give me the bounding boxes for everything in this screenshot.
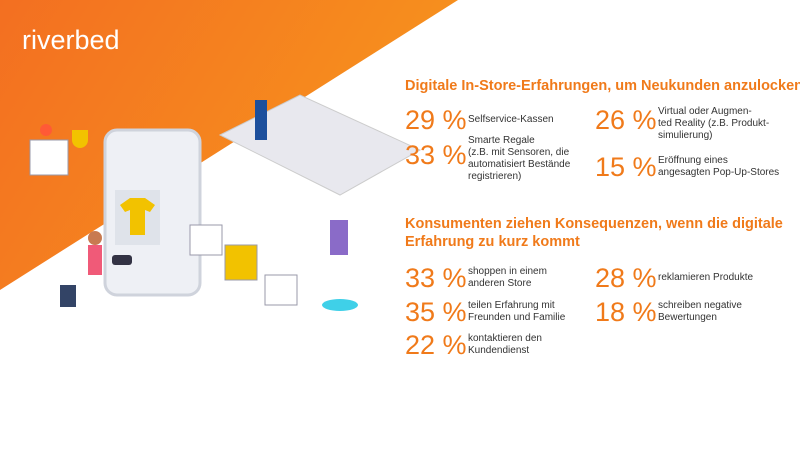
stat-value: 15 % (595, 152, 657, 182)
section-title: Konsumenten ziehen Konsequenzen, wenn di… (405, 216, 783, 232)
stat-label: Smarte Regale (468, 135, 535, 146)
stat-label: Virtual oder Augmen- (658, 106, 752, 117)
stat-label: Eröffnung eines (658, 155, 728, 166)
stat-value: 26 % (595, 105, 657, 135)
stat-label: schreiben negative (658, 300, 742, 311)
stat-value: 33 % (405, 263, 467, 293)
stat-label: kontaktieren den (468, 333, 542, 344)
stat-label: shoppen in einem (468, 266, 547, 277)
stat-label: (z.B. mit Sensoren, die (468, 147, 570, 158)
stat-label: automatisiert Bestände (468, 159, 571, 170)
stat-label: simulierung) (658, 130, 713, 141)
stat-label: Kundendienst (468, 345, 530, 356)
illustration (29, 94, 422, 311)
stat-label: registrieren) (468, 171, 522, 182)
stat-value: 18 % (595, 297, 657, 327)
stat-label: ted Reality (z.B. Produkt- (658, 118, 770, 129)
stat-label: teilen Erfahrung mit (468, 300, 555, 311)
section-title: Erfahrung zu kurz kommt (405, 234, 580, 250)
stat-label: anderen Store (468, 278, 532, 289)
stat-label: Freunden und Familie (468, 312, 566, 323)
section-title: Digitale In-Store-Erfahrungen, um Neukun… (405, 78, 800, 94)
stat-label: angesagten Pop-Up-Stores (658, 167, 780, 178)
stat-value: 29 % (405, 105, 467, 135)
stat-label: reklamieren Produkte (658, 272, 754, 283)
stat-value: 35 % (405, 297, 467, 327)
stat-label: Selfservice-Kassen (468, 114, 554, 125)
stat-label: Bewertungen (658, 312, 717, 323)
stat-value: 22 % (405, 330, 467, 360)
stat-value: 28 % (595, 263, 657, 293)
stat-value: 33 % (405, 140, 467, 170)
brand-logo: riverbed (22, 25, 120, 55)
